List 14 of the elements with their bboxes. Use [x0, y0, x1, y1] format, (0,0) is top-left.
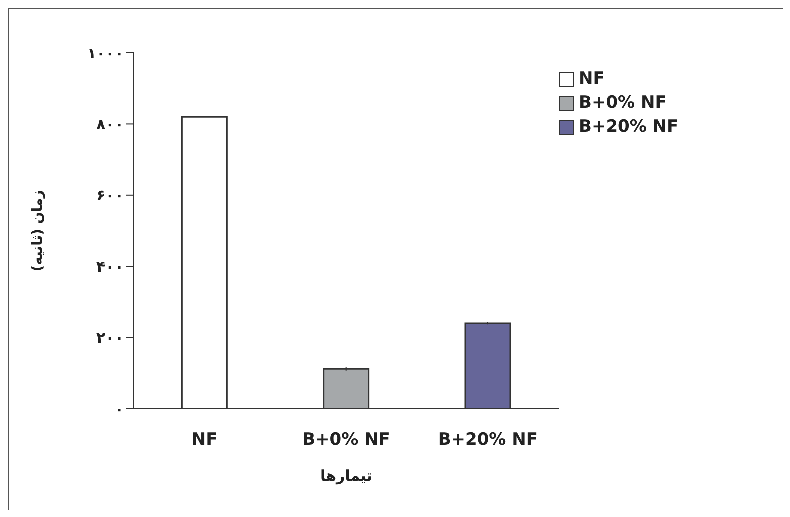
y-tick-label: ۸۰۰: [96, 116, 124, 134]
y-tick-label: ۱۰۰۰: [87, 44, 124, 62]
legend-label: B+0% NF: [579, 93, 667, 113]
x-axis-title: تیمارها: [320, 467, 373, 485]
x-tick-label: B+20% NF: [438, 430, 538, 450]
legend-label: B+20% NF: [579, 117, 679, 137]
legend-label: NF: [579, 69, 605, 89]
y-tick-label: ۰: [114, 400, 124, 418]
y-tick-label: ۶۰۰: [96, 186, 124, 205]
y-axis-title: زمان (ثانیه): [30, 190, 46, 272]
x-tick-label: B+0% NF: [302, 430, 390, 450]
y-tick-label: ۲۰۰: [96, 329, 124, 348]
x-tick-label: NF: [192, 430, 218, 450]
y-tick-label: ۴۰۰: [96, 258, 124, 276]
